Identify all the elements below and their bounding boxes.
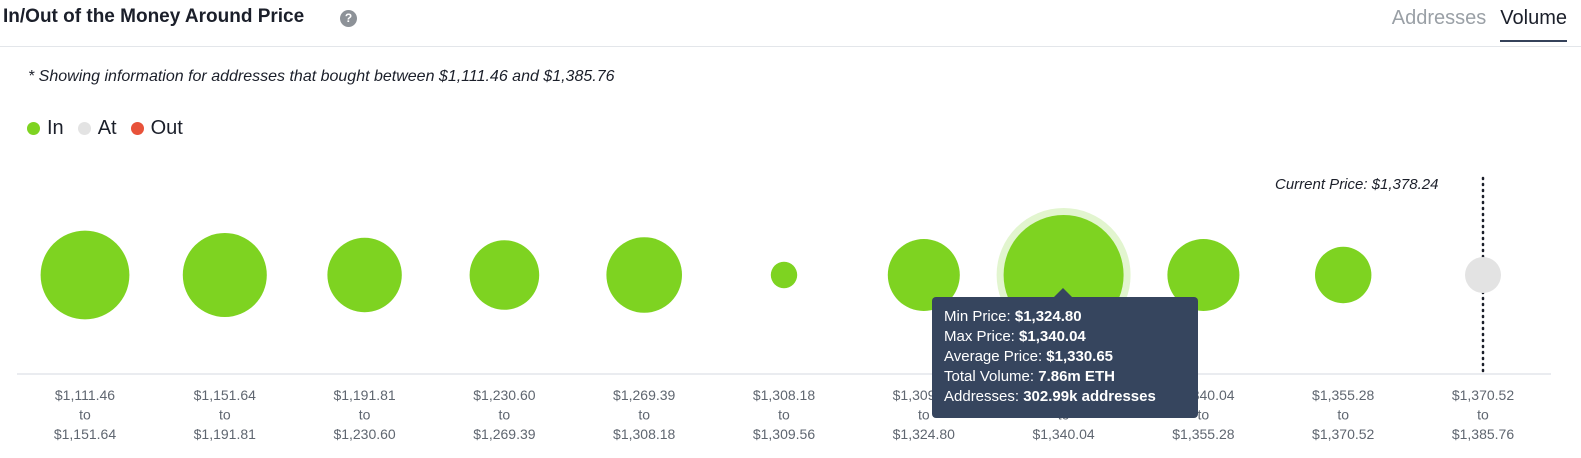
legend-dot-at [77,122,91,135]
tick-label-2-1: $1,151.64 [194,387,256,403]
tick-label-6-1: $1,308.18 [753,387,815,403]
tick-label-5-2: to [638,407,650,423]
tick-label-3-1: $1,191.81 [333,387,395,403]
legend-item-in[interactable]: In [27,117,64,140]
help-icon[interactable]: ? [340,10,357,27]
tick-label-11-2: to [1477,407,1489,423]
tick-label-9-2: to [1198,407,1210,423]
tab-addresses[interactable]: Addresses [1391,7,1487,29]
legend: In At Out [27,117,197,140]
tab-bar: Addresses Volume [1378,7,1567,42]
bubble-11[interactable] [1465,257,1501,293]
legend-item-out[interactable]: Out [130,117,183,140]
tick-label-10-3: $1,370.52 [1312,426,1374,442]
tick-label-1-3: $1,151.64 [54,426,116,442]
bubble-6[interactable] [770,261,798,289]
tooltip-addresses-row: Addresses: 302.99k addresses [944,388,1156,405]
tick-label-3-3: $1,230.60 [333,426,395,442]
chart-header: In/Out of the Money Around Price ? Addre… [0,0,1581,47]
bubble-3[interactable] [327,237,402,313]
tooltip-min-row: Min Price: $1,324.80 [944,308,1082,325]
legend-label-at: At [97,117,117,139]
tick-label-10-2: to [1337,407,1349,423]
bubble-9[interactable] [1167,239,1240,311]
legend-dot-in [27,122,40,135]
tick-label-1-2: to [79,407,91,423]
bubble-2[interactable] [182,233,267,317]
range-note: * Showing information for addresses that… [28,68,615,85]
bubble-7[interactable] [887,239,960,311]
tooltip-avg-row: Average Price: $1,330.65 [944,348,1114,365]
tooltip: Min Price: $1,324.80 Max Price: $1,340.0… [932,288,1198,418]
current-price-label: Current Price: $1,378.24 [1275,176,1439,193]
tick-label-7-3: $1,324.80 [893,426,955,442]
tick-label-10-1: $1,355.28 [1312,387,1374,403]
tick-label-11-1: $1,370.52 [1452,387,1514,403]
tooltip-max-row: Max Price: $1,340.04 [944,328,1086,345]
tick-label-7-2: to [918,407,930,423]
page-title: In/Out of the Money Around Price [3,6,305,27]
tick-label-4-1: $1,230.60 [473,387,535,403]
bubble-4[interactable] [469,240,540,310]
legend-label-in: In [47,117,64,139]
tick-label-4-3: $1,269.39 [473,426,535,442]
bubble-10[interactable] [1315,246,1372,304]
tick-label-2-3: $1,191.81 [194,426,256,442]
tick-label-9-3: $1,355.28 [1172,426,1234,442]
tooltip-volume-row: Total Volume: 7.86m ETH [944,368,1115,385]
tick-label-3-2: to [359,407,371,423]
tick-label-6-2: to [778,407,790,423]
bubble-chart: $1,111.46 to $1,151.64 $1,151.64 to $1,191.81… [17,176,1551,442]
tab-volume[interactable]: Volume [1500,7,1567,42]
tick-label-4-2: to [499,407,511,423]
tick-label-5-1: $1,269.39 [613,387,675,403]
legend-item-at[interactable]: At [77,117,117,140]
tick-label-2-2: to [219,407,231,423]
bubble-1[interactable] [40,230,130,320]
legend-dot-out [130,122,144,135]
tick-label-6-3: $1,309.56 [753,426,815,442]
tick-label-5-3: $1,308.18 [613,426,675,442]
legend-label-out: Out [150,117,183,139]
bubble-5[interactable] [606,237,682,313]
tick-label-11-3: $1,385.76 [1452,426,1514,442]
tick-label-1-1: $1,111.46 [55,387,115,403]
tick-label-8-3: $1,340.04 [1032,426,1094,442]
